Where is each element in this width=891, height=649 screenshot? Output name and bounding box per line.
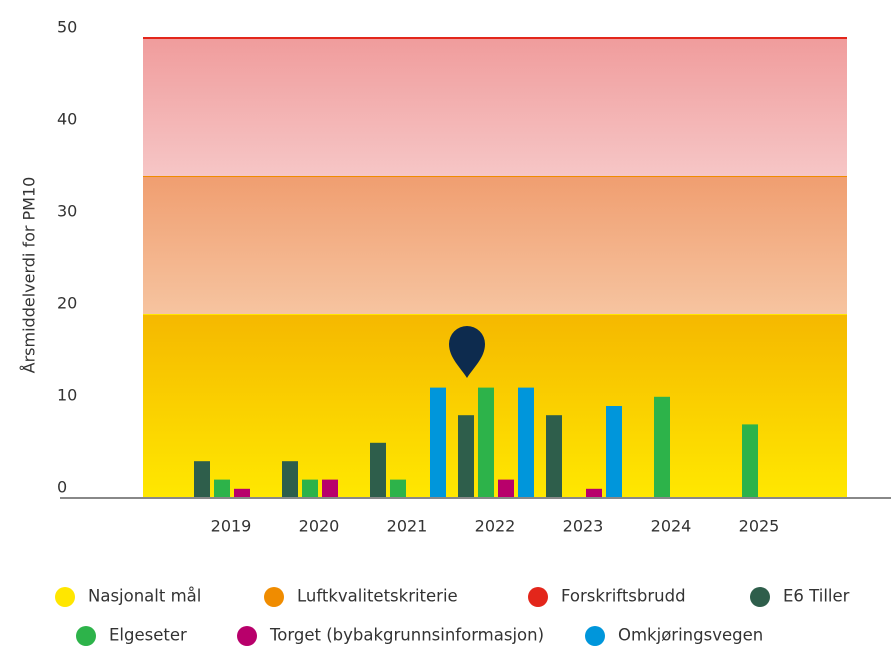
x-tick-label: 2025: [739, 517, 780, 536]
legend-label: Torget (bybakgrunnsinformasjon): [269, 626, 544, 645]
legend-label: Luftkvalitetskriterie: [297, 587, 458, 606]
bar: [322, 479, 338, 498]
legend-label: Forskriftsbrudd: [561, 587, 686, 606]
x-tick-label: 2021: [387, 517, 428, 536]
bar: [302, 479, 318, 498]
legend-swatch: [237, 626, 257, 646]
legend-swatch: [750, 587, 770, 607]
y-tick-label: 0: [57, 478, 67, 497]
legend-item: E6 Tiller: [750, 587, 850, 607]
bar: [546, 415, 562, 498]
bar: [458, 415, 474, 498]
bar: [370, 442, 386, 498]
y-tick-label: 30: [57, 202, 77, 221]
y-axis-title: Årsmiddelverdi for PM10: [20, 177, 39, 374]
bar: [282, 461, 298, 498]
bar: [214, 479, 230, 498]
legend-label: E6 Tiller: [783, 587, 850, 606]
bar: [586, 488, 602, 498]
y-tick-label: 10: [57, 386, 77, 405]
x-tick-label: 2022: [475, 517, 516, 536]
legend-item: Elgeseter: [76, 626, 187, 646]
location-marker: [449, 326, 485, 378]
legend-swatch: [264, 587, 284, 607]
threshold-band: [143, 176, 847, 314]
bar: [430, 387, 446, 498]
bar: [498, 479, 514, 498]
bar: [194, 461, 210, 498]
bar: [390, 479, 406, 498]
legend-item: Nasjonalt mål: [55, 587, 201, 607]
bar: [654, 396, 670, 498]
legend-item: Omkjøringsvegen: [585, 626, 763, 646]
bar: [478, 387, 494, 498]
legend-item: Torget (bybakgrunnsinformasjon): [237, 626, 544, 646]
y-tick-label: 50: [57, 18, 77, 37]
bar: [742, 424, 758, 498]
x-tick-label: 2023: [563, 517, 604, 536]
bar: [234, 488, 250, 498]
y-tick-label: 20: [57, 294, 77, 313]
threshold-band: [143, 314, 847, 498]
y-tick-label: 40: [57, 110, 77, 129]
legend-swatch: [585, 626, 605, 646]
legend-item: Luftkvalitetskriterie: [264, 587, 458, 607]
legend-swatch: [55, 587, 75, 607]
bar: [518, 387, 534, 498]
threshold-band: [143, 38, 847, 176]
legend-label: Elgeseter: [109, 626, 187, 645]
legend-label: Nasjonalt mål: [88, 587, 201, 606]
bar: [606, 406, 622, 498]
legend-swatch: [76, 626, 96, 646]
x-tick-label: 2020: [299, 517, 340, 536]
legend-item: Forskriftsbrudd: [528, 587, 686, 607]
x-tick-label: 2024: [651, 517, 692, 536]
legend-swatch: [528, 587, 548, 607]
legend-label: Omkjøringsvegen: [618, 626, 763, 645]
x-tick-label: 2019: [211, 517, 252, 536]
